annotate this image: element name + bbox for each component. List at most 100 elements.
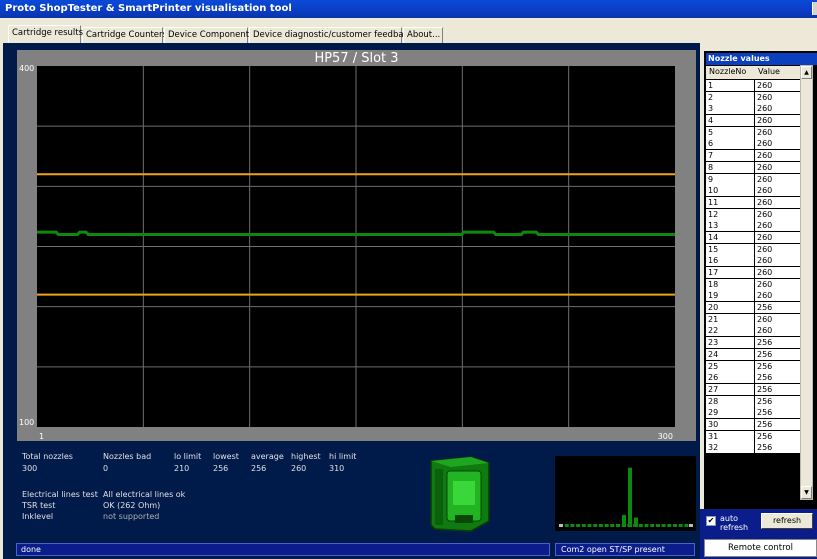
histogram-bar (559, 524, 563, 527)
refresh-button[interactable]: refresh (761, 513, 813, 529)
histogram-bar (587, 524, 592, 527)
nozzle-value-cell: 260 (755, 185, 800, 197)
column-header-nozzleno[interactable]: NozzleNo (709, 67, 747, 76)
table-row[interactable]: 24 256 (706, 348, 801, 361)
nozzle-number-cell: 20 (706, 302, 754, 314)
nozzle-value-cell: 260 (755, 255, 800, 267)
nozzles-bad-label: Nozzles bad (103, 452, 152, 461)
electrical-test-value: All electrical lines ok (103, 490, 186, 499)
table-row[interactable]: 4 260 (706, 115, 801, 127)
histogram-bar (667, 524, 672, 527)
table-row[interactable]: 20 256 (706, 302, 801, 314)
x-tick-label: 1 (39, 432, 44, 441)
table-row[interactable]: 12 260 (706, 208, 801, 221)
nozzle-values-panel: Nozzle values NozzleNo Value 1 260 2 260 3 26… (704, 51, 817, 509)
average-value: 256 (251, 464, 267, 473)
tab-device-components[interactable]: Device Components (164, 27, 254, 43)
checkbox-check-icon[interactable]: ✔ (706, 516, 716, 526)
series-line (37, 230, 675, 236)
nozzle-number-cell: 5 (706, 126, 754, 138)
table-row[interactable]: 5 260 (706, 126, 801, 139)
nozzle-value-cell: 256 (755, 418, 800, 430)
table-row[interactable]: 18 260 (706, 278, 801, 291)
scroll-down-arrow-icon[interactable]: ▼ (801, 486, 812, 499)
table-row[interactable]: 3 260 (706, 103, 801, 115)
chart-title: HP57 / Slot 3 (314, 51, 398, 66)
nozzle-number-cell: 7 (706, 150, 754, 162)
window-control-button[interactable] (812, 2, 817, 15)
nozzle-number-cell: 13 (706, 220, 754, 232)
table-row[interactable]: 22 260 (706, 325, 801, 337)
table-row[interactable]: 16 260 (706, 255, 801, 267)
tab-about[interactable]: About... (403, 27, 443, 43)
table-row[interactable]: 10 260 (706, 185, 801, 197)
histogram-bar (628, 467, 632, 527)
table-row[interactable]: 9 260 (706, 173, 801, 186)
nozzle-value-cell: 260 (755, 231, 800, 243)
status-bar-left: done (16, 543, 550, 556)
table-row[interactable]: 13 260 (706, 220, 801, 232)
histogram-bar (678, 524, 683, 527)
tab-cartridge-counters[interactable]: Cartridge Counters (82, 27, 167, 43)
nozzle-value-cell: 256 (755, 442, 800, 454)
table-row[interactable]: 29 256 (706, 407, 801, 419)
column-header-value[interactable]: Value (758, 67, 780, 76)
tab-device-diagnostic[interactable]: Device diagnostic/customer feedback (249, 27, 413, 43)
inklevel-value: not supported (103, 512, 160, 521)
table-row[interactable]: 11 260 (706, 196, 801, 209)
table-row[interactable]: 28 256 (706, 395, 801, 408)
histogram-bar (673, 524, 677, 527)
nozzle-number-cell: 15 (706, 243, 754, 255)
table-row[interactable]: 1 260 (706, 80, 801, 92)
value-histogram (555, 456, 696, 531)
table-row[interactable]: 21 260 (706, 313, 801, 326)
nozzle-value-cell: 260 (755, 126, 800, 138)
nozzle-number-cell: 24 (706, 348, 754, 360)
nozzle-value-cell: 260 (755, 208, 800, 220)
table-row[interactable]: 31 256 (706, 430, 801, 443)
nozzle-table-header: NozzleNo Value (706, 66, 801, 79)
table-row[interactable]: 7 260 (706, 150, 801, 162)
table-row[interactable]: 30 256 (706, 418, 801, 431)
table-row[interactable]: 26 256 (706, 372, 801, 384)
table-row[interactable]: 32 256 (706, 442, 801, 454)
table-row[interactable]: 8 260 (706, 161, 801, 174)
nozzle-number-cell: 2 (706, 91, 754, 103)
table-row[interactable]: 27 256 (706, 383, 801, 396)
cartridge-icon (430, 456, 490, 532)
table-row[interactable]: 14 260 (706, 231, 801, 244)
table-row[interactable]: 19 260 (706, 290, 801, 302)
table-row[interactable]: 25 256 (706, 360, 801, 373)
nozzle-value-cell: 256 (755, 383, 800, 395)
table-row[interactable]: 6 260 (706, 138, 801, 150)
tsr-test-label: TSR test (22, 501, 56, 510)
remote-control-button[interactable]: Remote control (704, 539, 817, 557)
histogram-bar (622, 514, 626, 527)
hi-limit-label: hi limit (329, 452, 357, 461)
nozzle-table-body[interactable]: 1 260 2 260 3 260 4 260 5 260 6 260 7 260 8 260 9 260 10 26… (706, 80, 801, 501)
histogram-bar (655, 524, 660, 527)
nozzle-number-cell: 23 (706, 337, 754, 349)
nozzle-value-cell: 260 (755, 80, 800, 91)
histogram-bar (598, 524, 603, 527)
table-row[interactable]: 23 256 (706, 337, 801, 349)
nozzle-number-cell: 22 (706, 325, 754, 337)
nozzle-value-cell: 260 (755, 196, 800, 208)
histogram-bar (604, 524, 609, 527)
scroll-up-arrow-icon[interactable]: ▲ (801, 66, 812, 79)
nozzle-number-cell: 21 (706, 313, 754, 325)
nozzle-number-cell: 29 (706, 407, 754, 419)
nozzle-value-cell: 260 (755, 267, 800, 278)
nozzle-value-cell: 256 (755, 430, 800, 442)
table-row[interactable]: 15 260 (706, 243, 801, 256)
tab-cartridge-results[interactable]: Cartridge results (8, 25, 83, 43)
table-row[interactable]: 2 260 (706, 91, 801, 104)
nozzle-number-cell: 14 (706, 231, 754, 243)
table-row[interactable]: 17 260 (706, 267, 801, 279)
nozzle-value-cell: 256 (755, 407, 800, 419)
y-tick-label: 100 (19, 418, 34, 427)
nozzle-table-scrollbar[interactable]: ▲ ▼ (800, 65, 813, 500)
window-title: Proto ShopTester & SmartPrinter visualis… (5, 3, 292, 14)
lowest-value: 256 (213, 464, 229, 473)
highest-value: 260 (291, 464, 307, 473)
